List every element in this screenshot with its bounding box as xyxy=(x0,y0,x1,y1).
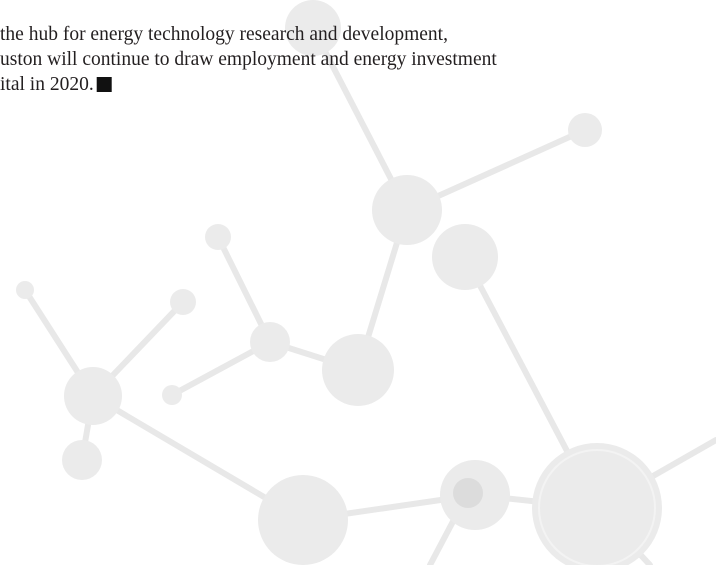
text-line: the hub for energy technology research a… xyxy=(0,24,448,45)
atom xyxy=(16,281,34,299)
atom xyxy=(432,224,498,290)
atom xyxy=(62,440,102,480)
end-mark xyxy=(96,77,112,92)
atom xyxy=(322,334,394,406)
atom xyxy=(250,322,290,362)
atom xyxy=(205,224,231,250)
text-line: ital in 2020. xyxy=(0,74,94,95)
atom xyxy=(64,367,122,425)
atom xyxy=(285,0,341,56)
atom xyxy=(258,475,348,565)
atom-core xyxy=(453,478,483,508)
atom xyxy=(162,385,182,405)
molecule-graphic xyxy=(16,0,716,565)
text-line: uston will continue to draw employment a… xyxy=(0,49,497,70)
atom xyxy=(532,443,662,565)
atom-ring xyxy=(538,449,656,565)
atom xyxy=(568,113,602,147)
atom xyxy=(372,175,442,245)
atom xyxy=(170,289,196,315)
